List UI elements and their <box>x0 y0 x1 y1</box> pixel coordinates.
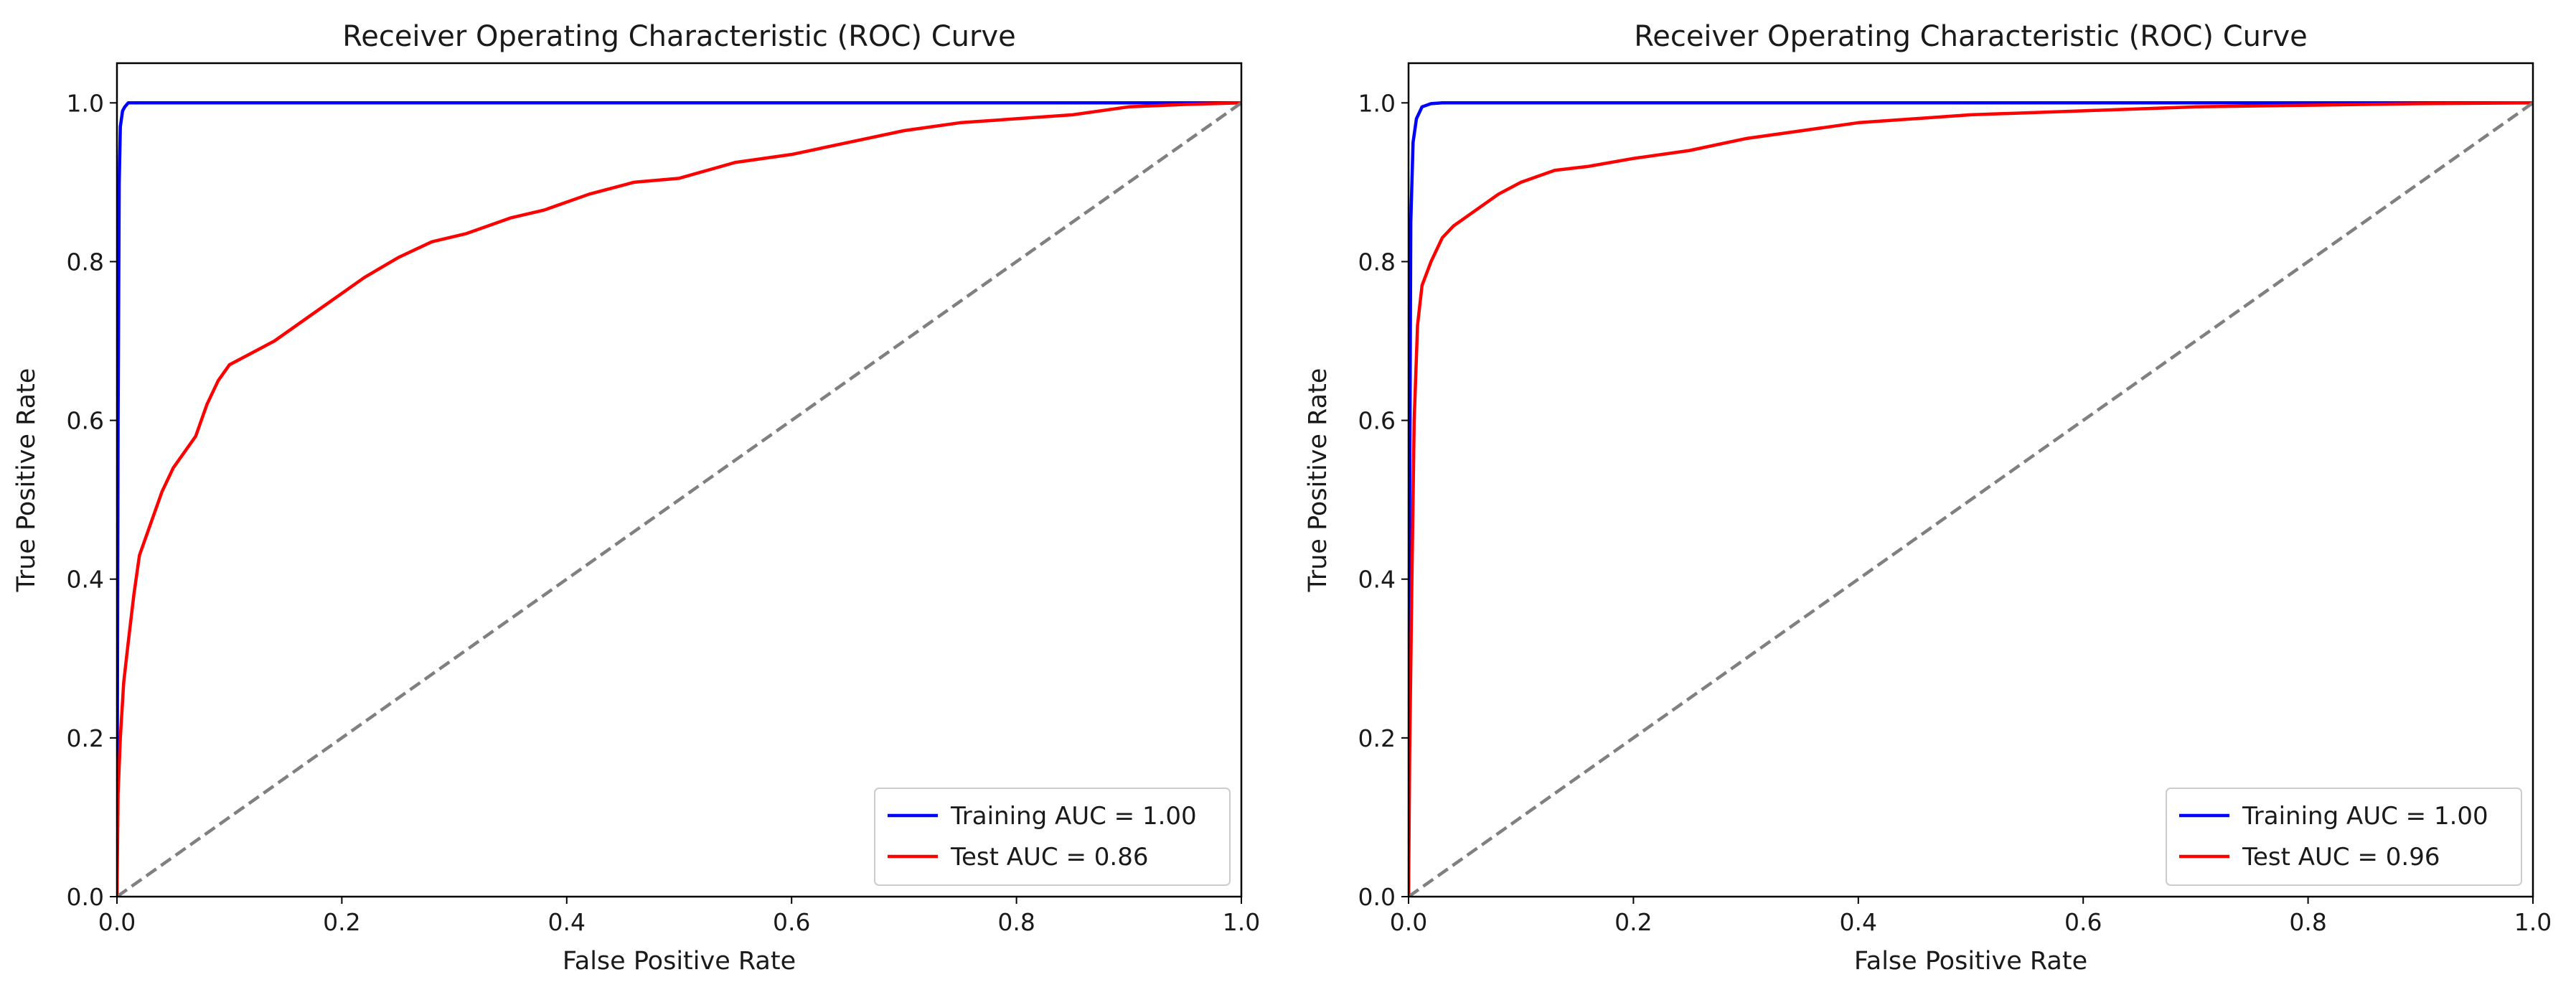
x-tick-label: 0.6 <box>773 908 810 936</box>
plot-area <box>117 63 1241 897</box>
y-tick-label: 0.0 <box>67 883 104 911</box>
legend: Training AUC = 1.00 Test AUC = 0.86 <box>874 788 1231 886</box>
x-tick-label: 0.6 <box>2064 908 2102 936</box>
axes-frame <box>1407 62 2534 898</box>
legend-entry-label: Test AUC = 0.96 <box>2242 843 2440 872</box>
y-tick-label: 0.8 <box>1358 248 1396 276</box>
y-tick-label: 0.2 <box>1358 724 1396 752</box>
legend-entry-label: Training AUC = 1.00 <box>2242 802 2488 831</box>
chart-title: Receiver Operating Characteristic (ROC) … <box>1634 20 2308 53</box>
test-roc-line <box>1409 101 2533 897</box>
plot-area <box>1409 63 2533 897</box>
x-tick-label: 1.0 <box>2514 908 2552 936</box>
chart-title: Receiver Operating Characteristic (ROC) … <box>342 20 1016 53</box>
y-tick-label: 0.6 <box>67 407 104 435</box>
x-tick-label: 0.8 <box>2289 908 2326 936</box>
y-tick-label: 0.4 <box>1358 566 1396 594</box>
x-tick-label: 0.2 <box>323 908 360 936</box>
legend: Training AUC = 1.00 Test AUC = 0.96 <box>2166 788 2522 886</box>
x-tick-label: 0.4 <box>548 908 586 936</box>
y-tick-label: 0.8 <box>67 248 104 276</box>
x-tick-label: 0.4 <box>1840 908 1877 936</box>
x-tick-label: 0.0 <box>1390 908 1427 936</box>
roc-chart-2: 0.0 0.2 0.4 0.6 0.8 1.0 0.0 0.2 0.4 0.6 0.8 1.0 Rece… <box>1304 20 2552 976</box>
axes-frame <box>116 62 1243 898</box>
chance-diagonal-line <box>117 101 1241 897</box>
y-axis-label: True Positive Rate <box>12 368 41 593</box>
y-tick-label: 1.0 <box>1358 89 1396 117</box>
x-axis-label: False Positive Rate <box>1854 947 2087 976</box>
y-tick-label: 0.6 <box>1358 407 1396 435</box>
x-tick-label: 1.0 <box>1223 908 1260 936</box>
y-axis-label: True Positive Rate <box>1304 368 1332 593</box>
legend-box <box>874 788 1231 886</box>
chance-diagonal-line <box>1409 101 2533 897</box>
legend-entry-label: Test AUC = 0.86 <box>950 843 1148 872</box>
x-tick-label: 0.8 <box>997 908 1035 936</box>
legend-entry-label: Training AUC = 1.00 <box>950 802 1197 831</box>
legend-box <box>2166 788 2522 886</box>
training-roc-line <box>1409 101 2533 897</box>
y-tick-label: 0.4 <box>67 566 104 594</box>
x-tick-label: 0.0 <box>98 908 136 936</box>
y-tick-label: 0.2 <box>67 724 104 752</box>
test-roc-line <box>117 101 1241 897</box>
training-roc-line <box>117 101 1241 897</box>
x-tick-label: 0.2 <box>1614 908 1652 936</box>
y-tick-label: 0.0 <box>1358 883 1396 911</box>
roc-chart-1: 0.0 0.2 0.4 0.6 0.8 1.0 0.0 0.2 0.4 0.6 0.8 1.0 Rece… <box>12 20 1260 976</box>
y-tick-label: 1.0 <box>67 89 104 117</box>
x-axis-label: False Positive Rate <box>563 947 796 976</box>
